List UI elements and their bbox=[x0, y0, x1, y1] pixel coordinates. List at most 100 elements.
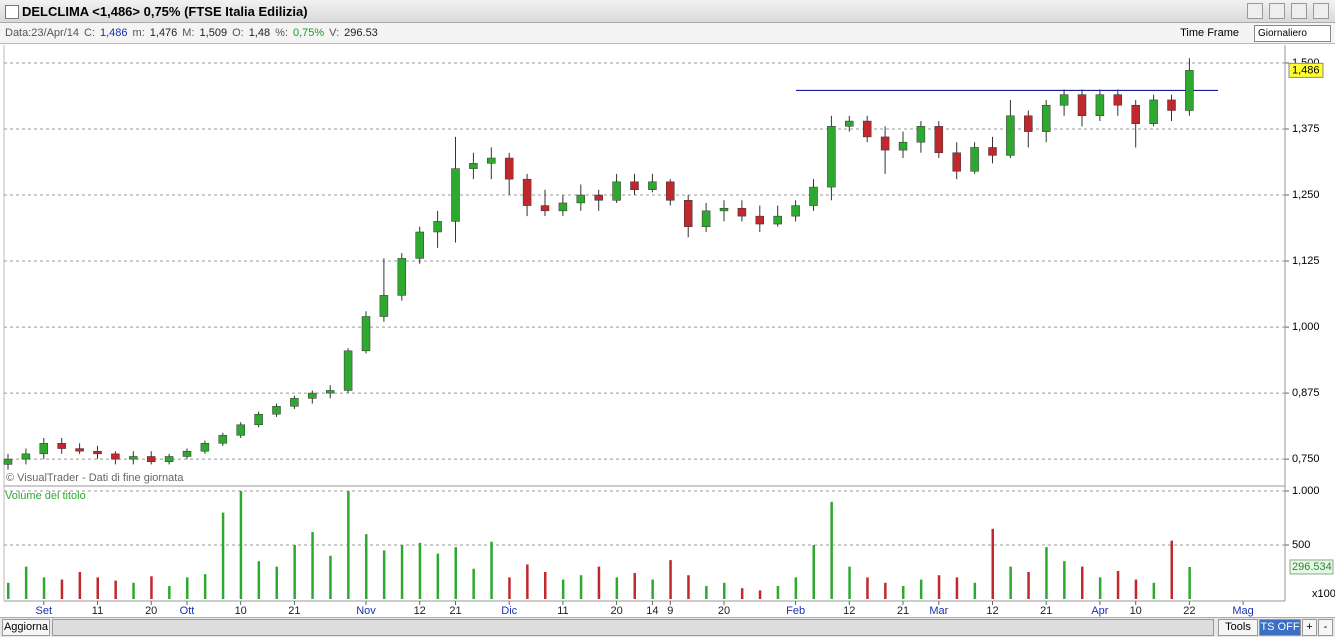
volume-bar bbox=[329, 555, 332, 599]
info-item: %: bbox=[275, 27, 288, 39]
candle-body bbox=[343, 350, 353, 391]
volume-bar bbox=[687, 575, 690, 599]
candle-body bbox=[576, 194, 586, 204]
candle-body bbox=[1041, 104, 1051, 132]
candle-body bbox=[630, 181, 639, 190]
candle-body bbox=[93, 450, 102, 455]
volume-bar bbox=[150, 576, 153, 599]
volume-bar bbox=[973, 582, 977, 599]
volume-bar bbox=[705, 586, 708, 599]
watermark: © VisualTrader - Dati di fine giornata bbox=[6, 472, 184, 484]
volume-bar bbox=[1009, 566, 1012, 599]
x-tick-label: Mag bbox=[1232, 605, 1253, 617]
info-item: 296.53 bbox=[344, 27, 378, 39]
info-item: 1,476 bbox=[149, 27, 178, 39]
candle-body bbox=[361, 316, 371, 352]
candle-body bbox=[21, 453, 31, 460]
candle-body bbox=[773, 215, 782, 225]
candle-body bbox=[218, 435, 228, 444]
y-tick-label: 1.000 bbox=[1292, 485, 1320, 497]
volume-bar bbox=[955, 577, 959, 599]
volume-bar bbox=[991, 528, 994, 599]
volume-bar bbox=[812, 544, 815, 599]
x-tick-label: 9 bbox=[667, 605, 673, 617]
x-tick-label: 20 bbox=[610, 605, 622, 617]
candle-body bbox=[451, 168, 460, 222]
volume-bar bbox=[597, 566, 601, 599]
candle-body bbox=[934, 126, 944, 154]
candle-body bbox=[111, 453, 120, 460]
candle-body bbox=[827, 126, 836, 188]
candle-body bbox=[1006, 115, 1015, 156]
close-button[interactable] bbox=[1313, 3, 1329, 19]
candle-body bbox=[1113, 94, 1123, 106]
candle-body bbox=[254, 413, 263, 426]
refresh-button[interactable]: Aggiorna bbox=[2, 619, 50, 636]
x-tick-label: 11 bbox=[92, 605, 103, 617]
candle-body bbox=[522, 178, 532, 206]
x-tick-label: 14 bbox=[646, 605, 658, 617]
candle-body bbox=[845, 120, 854, 127]
minimize-button[interactable] bbox=[1269, 3, 1285, 19]
scrollbar[interactable] bbox=[52, 619, 1214, 636]
volume-bar bbox=[1027, 571, 1030, 599]
volume-bar bbox=[42, 577, 46, 599]
value-label-box bbox=[1289, 559, 1334, 575]
y-tick-label: 0,875 bbox=[1292, 387, 1320, 399]
tool-button[interactable] bbox=[1247, 3, 1263, 19]
x-tick-label: Feb bbox=[786, 605, 805, 617]
candle-body bbox=[129, 456, 138, 460]
time-frame-select[interactable]: Giornaliero bbox=[1254, 25, 1331, 42]
candle-body bbox=[397, 258, 407, 296]
info-item: 1,509 bbox=[199, 27, 228, 39]
volume-bar bbox=[400, 544, 404, 599]
maximize-button[interactable] bbox=[1291, 3, 1307, 19]
candle-body bbox=[970, 147, 979, 172]
candle-body bbox=[433, 221, 442, 233]
volume-bar bbox=[561, 579, 565, 599]
volume-bar bbox=[919, 579, 923, 599]
volume-bar bbox=[794, 577, 798, 599]
volume-bar bbox=[96, 577, 99, 599]
volume-bar bbox=[633, 573, 636, 599]
volume-bar bbox=[615, 577, 619, 599]
volume-bar bbox=[436, 553, 440, 599]
volume-bar bbox=[669, 560, 672, 599]
price-tag: 1,486 bbox=[1292, 64, 1320, 76]
ts-button[interactable]: TS OFF bbox=[1259, 619, 1301, 636]
candle-body bbox=[791, 205, 800, 217]
info-item: 1,48 bbox=[248, 27, 271, 39]
volume-bar bbox=[275, 566, 278, 599]
title-bar: DELCLIMA <1,486> 0,75% (FTSE Italia Edil… bbox=[0, 0, 1335, 23]
candle-body bbox=[1131, 104, 1140, 124]
candle-body bbox=[308, 392, 317, 399]
volume-bar bbox=[382, 550, 386, 599]
footer: Aggiorna Tools TS OFF + - bbox=[0, 617, 1335, 637]
volume-bar bbox=[848, 566, 851, 599]
info-item: m: bbox=[132, 27, 145, 39]
y-tick-label: 0,750 bbox=[1292, 453, 1320, 465]
x-tick-label: 12 bbox=[843, 605, 855, 617]
volume-bar bbox=[1170, 540, 1173, 599]
volume-bar bbox=[365, 534, 368, 599]
candle-body bbox=[988, 147, 997, 156]
x-tick-label: 22 bbox=[1183, 605, 1195, 617]
zoom-out-button[interactable]: - bbox=[1318, 619, 1333, 636]
candle-body bbox=[898, 141, 908, 151]
zoom-in-button[interactable]: + bbox=[1302, 619, 1317, 636]
volume-bar bbox=[186, 577, 189, 599]
candle-body bbox=[272, 406, 281, 415]
info-bar: Data:23/Apr/14 C: 1,486 m: 1,476 M: 1,509 O: 1,4… bbox=[0, 23, 1335, 44]
candle-body bbox=[683, 200, 693, 227]
volume-bar bbox=[1188, 566, 1191, 599]
volume-bar bbox=[132, 582, 135, 599]
info-item: M: bbox=[182, 27, 195, 39]
y-tick-label: 1,250 bbox=[1292, 189, 1320, 201]
volume-bar bbox=[418, 542, 422, 599]
volume-bar bbox=[490, 541, 493, 599]
x-tick-label: Mar bbox=[929, 605, 948, 617]
x-tick-label: Apr bbox=[1091, 605, 1108, 617]
tools-button[interactable]: Tools bbox=[1218, 619, 1258, 636]
volume-bar bbox=[168, 586, 171, 599]
candle-body bbox=[1167, 99, 1176, 111]
